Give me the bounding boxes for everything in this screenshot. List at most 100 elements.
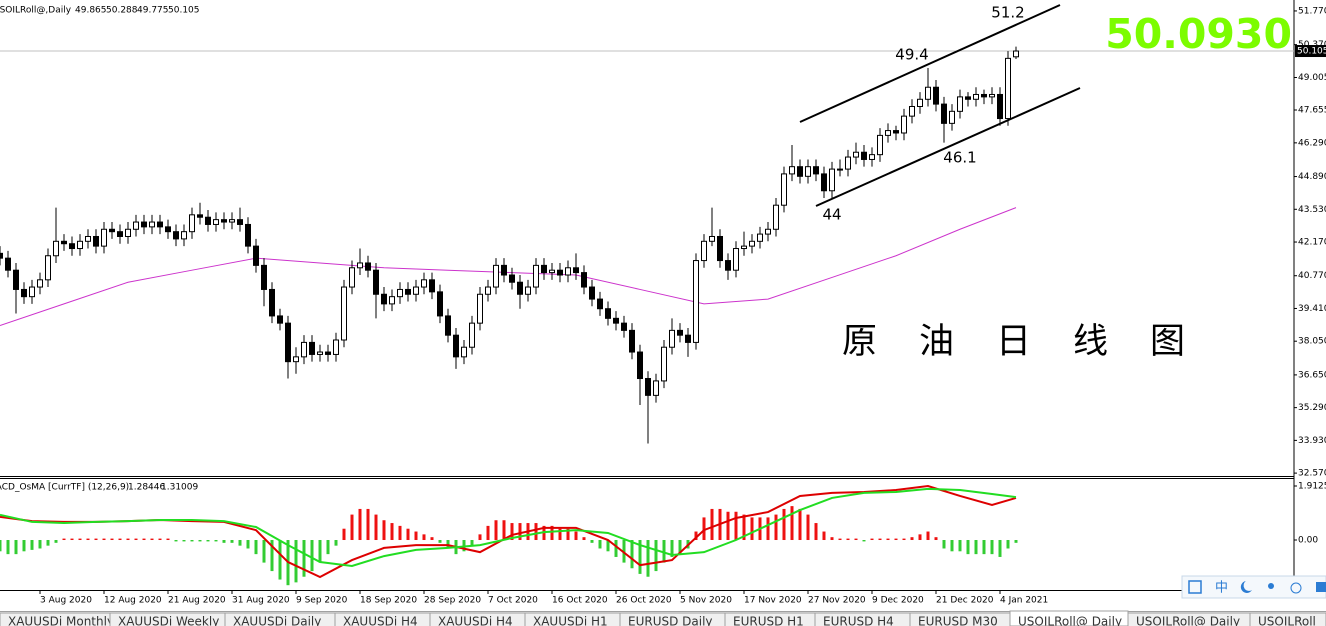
toolbar-icon[interactable]: [1290, 582, 1302, 594]
histogram-bar: [30, 540, 34, 550]
histogram-bar: [142, 538, 146, 541]
histogram-bar: [6, 540, 10, 555]
histogram-bar: [470, 540, 474, 546]
price-box: [1295, 45, 1326, 58]
histogram-bar: [326, 540, 330, 555]
x-tick-label: 9 Sep 2020: [296, 596, 348, 606]
annotation: 49.4: [895, 46, 928, 64]
indicator-readout: 1.28446: [128, 483, 165, 493]
tab-label[interactable]: XAUUSDi H4: [438, 615, 513, 626]
annotation: 44: [822, 206, 841, 224]
histogram-bar: [102, 538, 106, 541]
histogram-bar: [262, 540, 266, 563]
candle-body: [325, 351, 331, 355]
tab-label[interactable]: EURUSD M30: [918, 615, 998, 626]
candle-body: [893, 130, 899, 134]
histogram-bar: [958, 540, 962, 552]
histogram-bar: [54, 540, 58, 543]
candle-body: [709, 235, 715, 242]
histogram-bar: [398, 525, 402, 541]
histogram-bar: [862, 540, 866, 542]
candle-body: [165, 226, 171, 233]
tab-label[interactable]: EURUSD H4: [823, 615, 894, 626]
candle-body: [973, 93, 979, 100]
histogram-bar: [78, 538, 82, 541]
histogram-bar: [510, 523, 514, 541]
toolbar-label[interactable]: 中: [1215, 581, 1228, 596]
histogram-bar: [206, 540, 210, 542]
histogram-bar: [990, 540, 994, 555]
candle-body: [909, 106, 915, 117]
toolbar-icon[interactable]: [1188, 580, 1202, 594]
histogram-bar: [838, 538, 842, 541]
tab-label[interactable]: USOILRoll@ Daily: [1018, 615, 1122, 626]
histogram-bar: [638, 540, 642, 574]
candle-body: [949, 110, 955, 124]
y-tick-label: 43.530: [1298, 205, 1326, 215]
tab-label[interactable]: XAUUSDi Monthly: [8, 615, 114, 626]
candle-body: [509, 274, 515, 283]
candle-body: [157, 221, 163, 228]
candle-body: [605, 308, 611, 319]
tab[interactable]: [1249, 612, 1326, 626]
candle-body: [597, 298, 603, 310]
candle-body: [469, 322, 475, 348]
y-tick-label: 36.650: [1298, 370, 1326, 380]
candle-body: [965, 96, 971, 100]
histogram-bar: [582, 537, 586, 541]
candle-body: [701, 240, 707, 262]
tab-label[interactable]: XAUUSDi H1: [533, 615, 608, 626]
histogram-bar: [566, 528, 570, 541]
candle-body: [637, 351, 643, 380]
plot-layer: 49.86550.28849.77550.10551.77050.37049.0…: [0, 4, 1326, 606]
toolbar-icon[interactable]: [1268, 583, 1274, 589]
candle-body: [349, 267, 355, 288]
histogram-bar: [790, 506, 794, 541]
histogram-bar: [390, 523, 394, 541]
histogram-bar: [950, 540, 954, 552]
candle-body: [253, 245, 259, 266]
tab-label[interactable]: XAUUSDi Weekly: [118, 615, 219, 626]
tab-label[interactable]: USOILRoll@ Daily: [1136, 615, 1240, 626]
histogram-bar: [342, 528, 346, 541]
tab-label[interactable]: XAUUSDi H4: [343, 615, 418, 626]
histogram-bar: [998, 540, 1002, 557]
candle-body: [589, 286, 595, 300]
histogram-bar: [70, 538, 74, 541]
candle-body: [781, 173, 787, 206]
candle-body: [405, 288, 411, 295]
tab-label[interactable]: EURUSD H1: [733, 615, 804, 626]
tab-label[interactable]: EURUSD Daily: [628, 615, 713, 626]
histogram-bar: [350, 514, 354, 541]
histogram-bar: [302, 540, 306, 577]
tab-label[interactable]: USOILRoll: [1258, 615, 1316, 626]
candle-body: [821, 173, 827, 192]
toolbar-icon[interactable]: [1316, 582, 1326, 592]
candle-body: [37, 279, 43, 288]
histogram-bar: [94, 538, 98, 541]
candle-body: [861, 151, 867, 160]
candle-body: [717, 235, 723, 262]
candle-body: [685, 334, 691, 343]
histogram-bar: [22, 540, 26, 552]
candle-body: [661, 346, 667, 382]
histogram-bar: [782, 508, 786, 541]
histogram-bar: [574, 531, 578, 541]
indicator-line: [0, 487, 1017, 568]
candle-body: [29, 286, 35, 298]
candle-body: [989, 93, 995, 98]
candle-body: [197, 214, 203, 218]
candle-body: [629, 329, 635, 353]
candle-body: [365, 262, 371, 271]
annotation: 51.2: [991, 4, 1024, 22]
histogram-bar: [558, 528, 562, 541]
tab-label[interactable]: XAUUSDi Daily: [233, 615, 321, 626]
histogram-bar: [798, 508, 802, 541]
candle-body: [413, 286, 419, 295]
toolbar-icon[interactable]: [1240, 581, 1252, 593]
candle-body: [181, 231, 187, 240]
candle-body: [549, 269, 555, 274]
histogram-bar: [734, 511, 738, 541]
histogram-bar: [982, 540, 986, 555]
